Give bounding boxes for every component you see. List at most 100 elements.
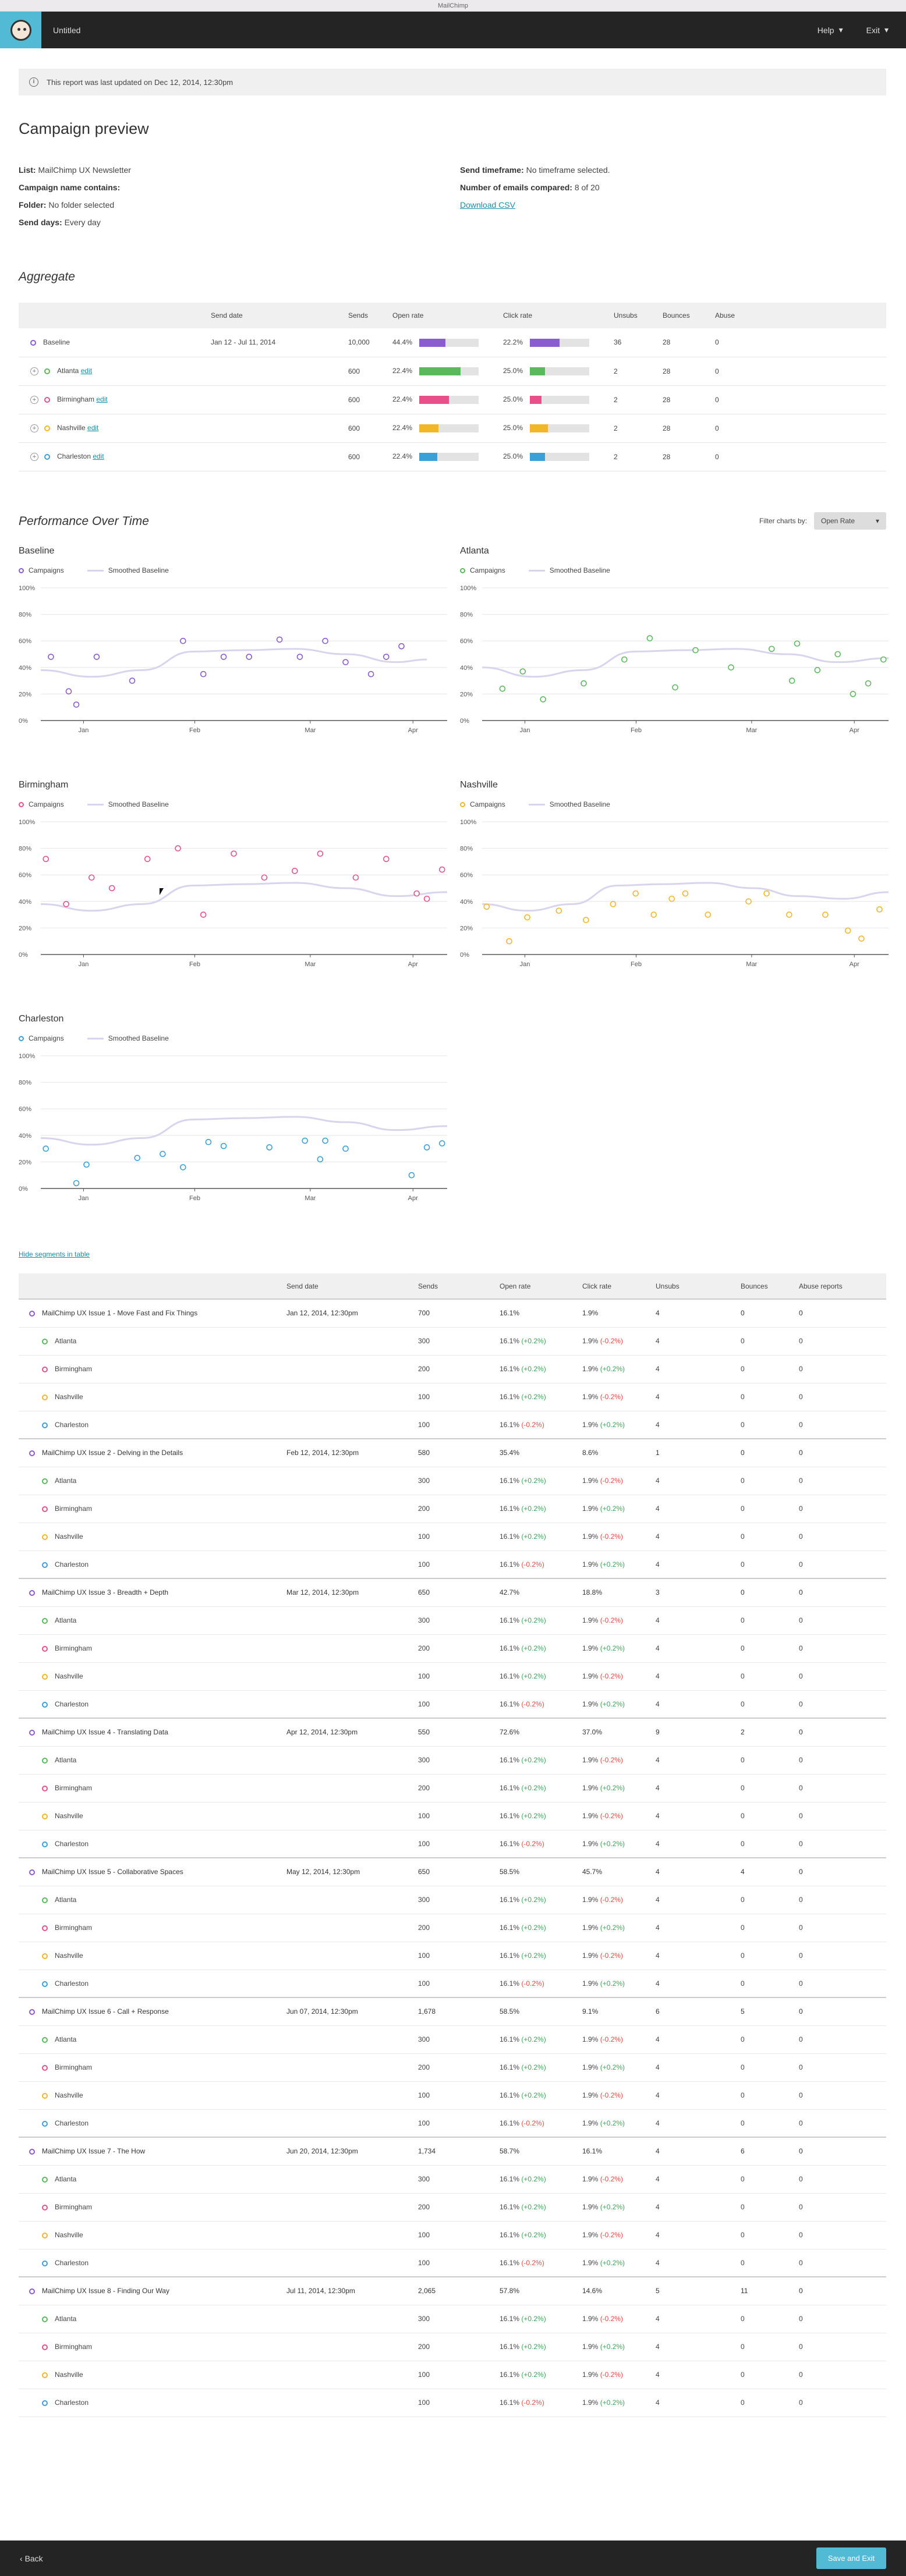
- campaign-point[interactable]: [865, 680, 872, 687]
- campaign-point[interactable]: [65, 688, 72, 695]
- campaign-point[interactable]: [555, 907, 562, 914]
- hide-segments-link[interactable]: Hide segments in table: [19, 1250, 90, 1258]
- expand-icon[interactable]: +: [30, 452, 38, 461]
- exit-menu[interactable]: Exit ▾: [866, 25, 889, 35]
- campaign-row[interactable]: MailChimp UX Issue 7 - The How Jun 20, 20…: [19, 2137, 886, 2166]
- campaign-point[interactable]: [844, 927, 851, 934]
- campaign-point[interactable]: [524, 914, 530, 921]
- campaign-point[interactable]: [200, 670, 207, 677]
- campaign-point[interactable]: [858, 935, 865, 942]
- campaign-point[interactable]: [342, 659, 349, 665]
- campaign-point[interactable]: [63, 901, 69, 907]
- campaign-point[interactable]: [540, 696, 546, 702]
- campaign-point[interactable]: [786, 911, 792, 918]
- campaign-point[interactable]: [398, 643, 405, 650]
- campaign-point[interactable]: [408, 1172, 415, 1179]
- campaign-point[interactable]: [266, 1144, 272, 1151]
- campaign-point[interactable]: [499, 685, 506, 692]
- campaign-point[interactable]: [581, 680, 587, 687]
- campaign-point[interactable]: [850, 691, 857, 697]
- campaign-point[interactable]: [423, 1144, 430, 1151]
- campaign-row[interactable]: MailChimp UX Issue 5 - Collaborative Spa…: [19, 1857, 886, 1886]
- campaign-point[interactable]: [383, 856, 390, 863]
- campaign-point[interactable]: [73, 701, 80, 708]
- campaign-point[interactable]: [302, 1137, 309, 1144]
- campaign-point[interactable]: [794, 640, 801, 647]
- campaign-point[interactable]: [646, 635, 653, 641]
- back-button[interactable]: ‹ Back: [20, 2553, 43, 2563]
- campaign-point[interactable]: [763, 890, 770, 897]
- campaign-point[interactable]: [519, 668, 526, 675]
- campaign-point[interactable]: [769, 645, 775, 652]
- campaign-point[interactable]: [317, 850, 324, 857]
- campaign-point[interactable]: [317, 1156, 324, 1163]
- campaign-point[interactable]: [205, 1138, 212, 1145]
- campaign-point[interactable]: [834, 651, 841, 658]
- campaign-point[interactable]: [506, 938, 512, 945]
- expand-icon[interactable]: +: [30, 395, 38, 404]
- campaign-row[interactable]: MailChimp UX Issue 2 - Delving in the De…: [19, 1438, 886, 1467]
- campaign-point[interactable]: [352, 874, 359, 881]
- campaign-point[interactable]: [200, 911, 207, 918]
- campaign-point[interactable]: [261, 874, 268, 881]
- campaign-point[interactable]: [296, 654, 303, 660]
- campaign-point[interactable]: [728, 664, 734, 671]
- campaign-point[interactable]: [322, 637, 328, 644]
- campaign-point[interactable]: [438, 1140, 445, 1147]
- expand-icon[interactable]: +: [30, 424, 38, 432]
- download-csv-link[interactable]: Download CSV: [460, 200, 515, 210]
- edit-link[interactable]: edit: [87, 424, 99, 432]
- expand-icon[interactable]: +: [30, 367, 38, 375]
- campaign-point[interactable]: [175, 845, 181, 851]
- campaign-point[interactable]: [483, 903, 490, 910]
- campaign-point[interactable]: [342, 1145, 349, 1152]
- campaign-point[interactable]: [745, 898, 752, 905]
- help-menu[interactable]: Help ▾: [817, 25, 843, 35]
- campaign-point[interactable]: [621, 656, 628, 663]
- campaign-point[interactable]: [383, 654, 390, 660]
- edit-link[interactable]: edit: [96, 395, 108, 404]
- campaign-point[interactable]: [246, 654, 253, 660]
- campaign-row[interactable]: MailChimp UX Issue 3 - Breadth + Depth Ma…: [19, 1578, 886, 1607]
- save-and-exit-button[interactable]: Save and Exit: [816, 2547, 886, 2569]
- campaign-point[interactable]: [220, 654, 227, 660]
- campaign-point[interactable]: [672, 684, 678, 691]
- campaign-point[interactable]: [438, 866, 445, 873]
- campaign-point[interactable]: [88, 874, 95, 881]
- campaign-point[interactable]: [108, 885, 115, 892]
- campaign-point[interactable]: [650, 911, 657, 918]
- campaign-point[interactable]: [322, 1137, 328, 1144]
- campaign-point[interactable]: [291, 868, 298, 874]
- campaign-point[interactable]: [134, 1155, 141, 1161]
- campaign-row[interactable]: MailChimp UX Issue 6 - Call + Response Ju…: [19, 1997, 886, 2026]
- campaign-point[interactable]: [692, 647, 699, 654]
- campaign-point[interactable]: [668, 895, 675, 902]
- campaign-row[interactable]: MailChimp UX Issue 8 - Finding Our Way Ju…: [19, 2276, 886, 2305]
- campaign-point[interactable]: [367, 670, 374, 677]
- campaign-point[interactable]: [705, 911, 712, 918]
- campaign-point[interactable]: [682, 890, 689, 897]
- campaign-point[interactable]: [423, 895, 430, 902]
- campaign-point[interactable]: [179, 1164, 186, 1170]
- campaign-row[interactable]: MailChimp UX Issue 4 - Translating Data A…: [19, 1718, 886, 1747]
- campaign-point[interactable]: [93, 654, 100, 660]
- campaign-point[interactable]: [814, 667, 821, 673]
- campaign-point[interactable]: [632, 890, 639, 897]
- campaign-point[interactable]: [220, 1142, 227, 1149]
- filter-select[interactable]: Open Rate ▾: [814, 512, 886, 530]
- edit-link[interactable]: edit: [93, 452, 104, 461]
- campaign-point[interactable]: [583, 917, 589, 924]
- campaign-point[interactable]: [231, 850, 237, 857]
- campaign-point[interactable]: [610, 901, 617, 907]
- campaign-point[interactable]: [876, 906, 883, 913]
- campaign-point[interactable]: [144, 856, 151, 863]
- campaign-point[interactable]: [413, 890, 420, 897]
- campaign-point[interactable]: [788, 677, 795, 684]
- edit-link[interactable]: edit: [80, 367, 93, 375]
- mailchimp-logo[interactable]: [0, 12, 41, 48]
- campaign-point[interactable]: [43, 856, 49, 863]
- campaign-point[interactable]: [48, 654, 54, 660]
- campaign-point[interactable]: [129, 677, 136, 684]
- campaign-point[interactable]: [179, 637, 186, 644]
- campaign-point[interactable]: [160, 1151, 166, 1158]
